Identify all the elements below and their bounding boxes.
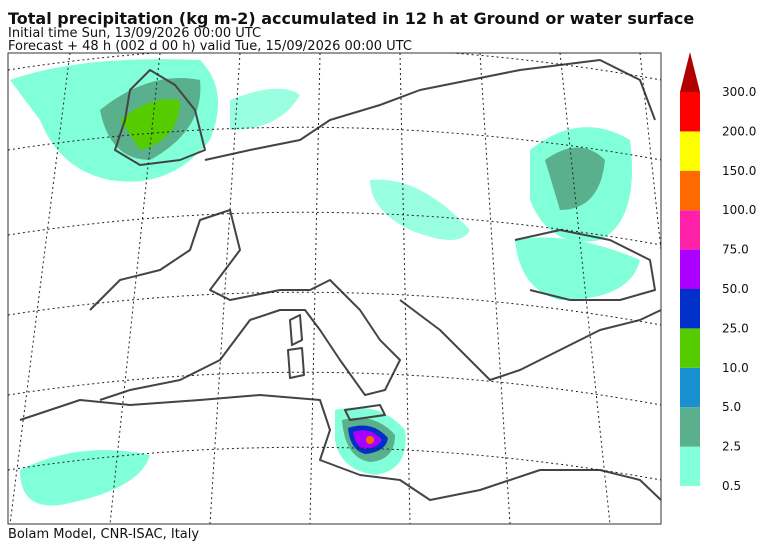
colorbar-label: 300.0 [722,85,756,99]
colorbar-box [680,249,700,289]
colorbar: 0.5 2.5 5.0 10.0 25.0 50.0 75.0 100.0 150.0 200.0… [680,52,756,493]
colorbar-label: 0.5 [722,479,741,493]
colorbar-box [680,367,700,408]
colorbar-label: 200.0 [722,124,756,138]
colorbar-box [680,328,700,368]
colorbar-label: 5.0 [722,400,741,414]
colorbar-label: 50.0 [722,282,749,296]
footer: Bolam Model, CNR-ISAC, Italy [8,527,199,542]
colorbar-box [680,131,700,171]
colorbar-label: 25.0 [722,321,749,335]
colorbar-box [680,170,700,211]
colorbar-box [680,210,700,250]
colorbar-label: 100.0 [722,203,756,217]
map [7,52,662,525]
colorbar-box [680,446,700,486]
colorbar-label: 2.5 [722,440,741,454]
colorbar-label: 150.0 [722,164,756,178]
graticule [8,53,661,524]
colorbar-box [680,92,700,132]
colorbar-box [680,289,700,329]
precipitation [10,59,640,506]
title: Total precipitation (kg m-2) accumulated… [8,9,694,28]
colorbar-arrow [680,52,700,92]
colorbar-box [680,407,700,447]
coastlines [19,59,661,501]
initial-time: Initial time Sun, 13/09/2026 00:00 UTC [8,26,261,41]
forecast-time: Forecast + 48 h (002 d 00 h) valid Tue, … [8,39,412,54]
colorbar-label: 75.0 [722,243,749,257]
colorbar-label: 10.0 [722,361,749,375]
